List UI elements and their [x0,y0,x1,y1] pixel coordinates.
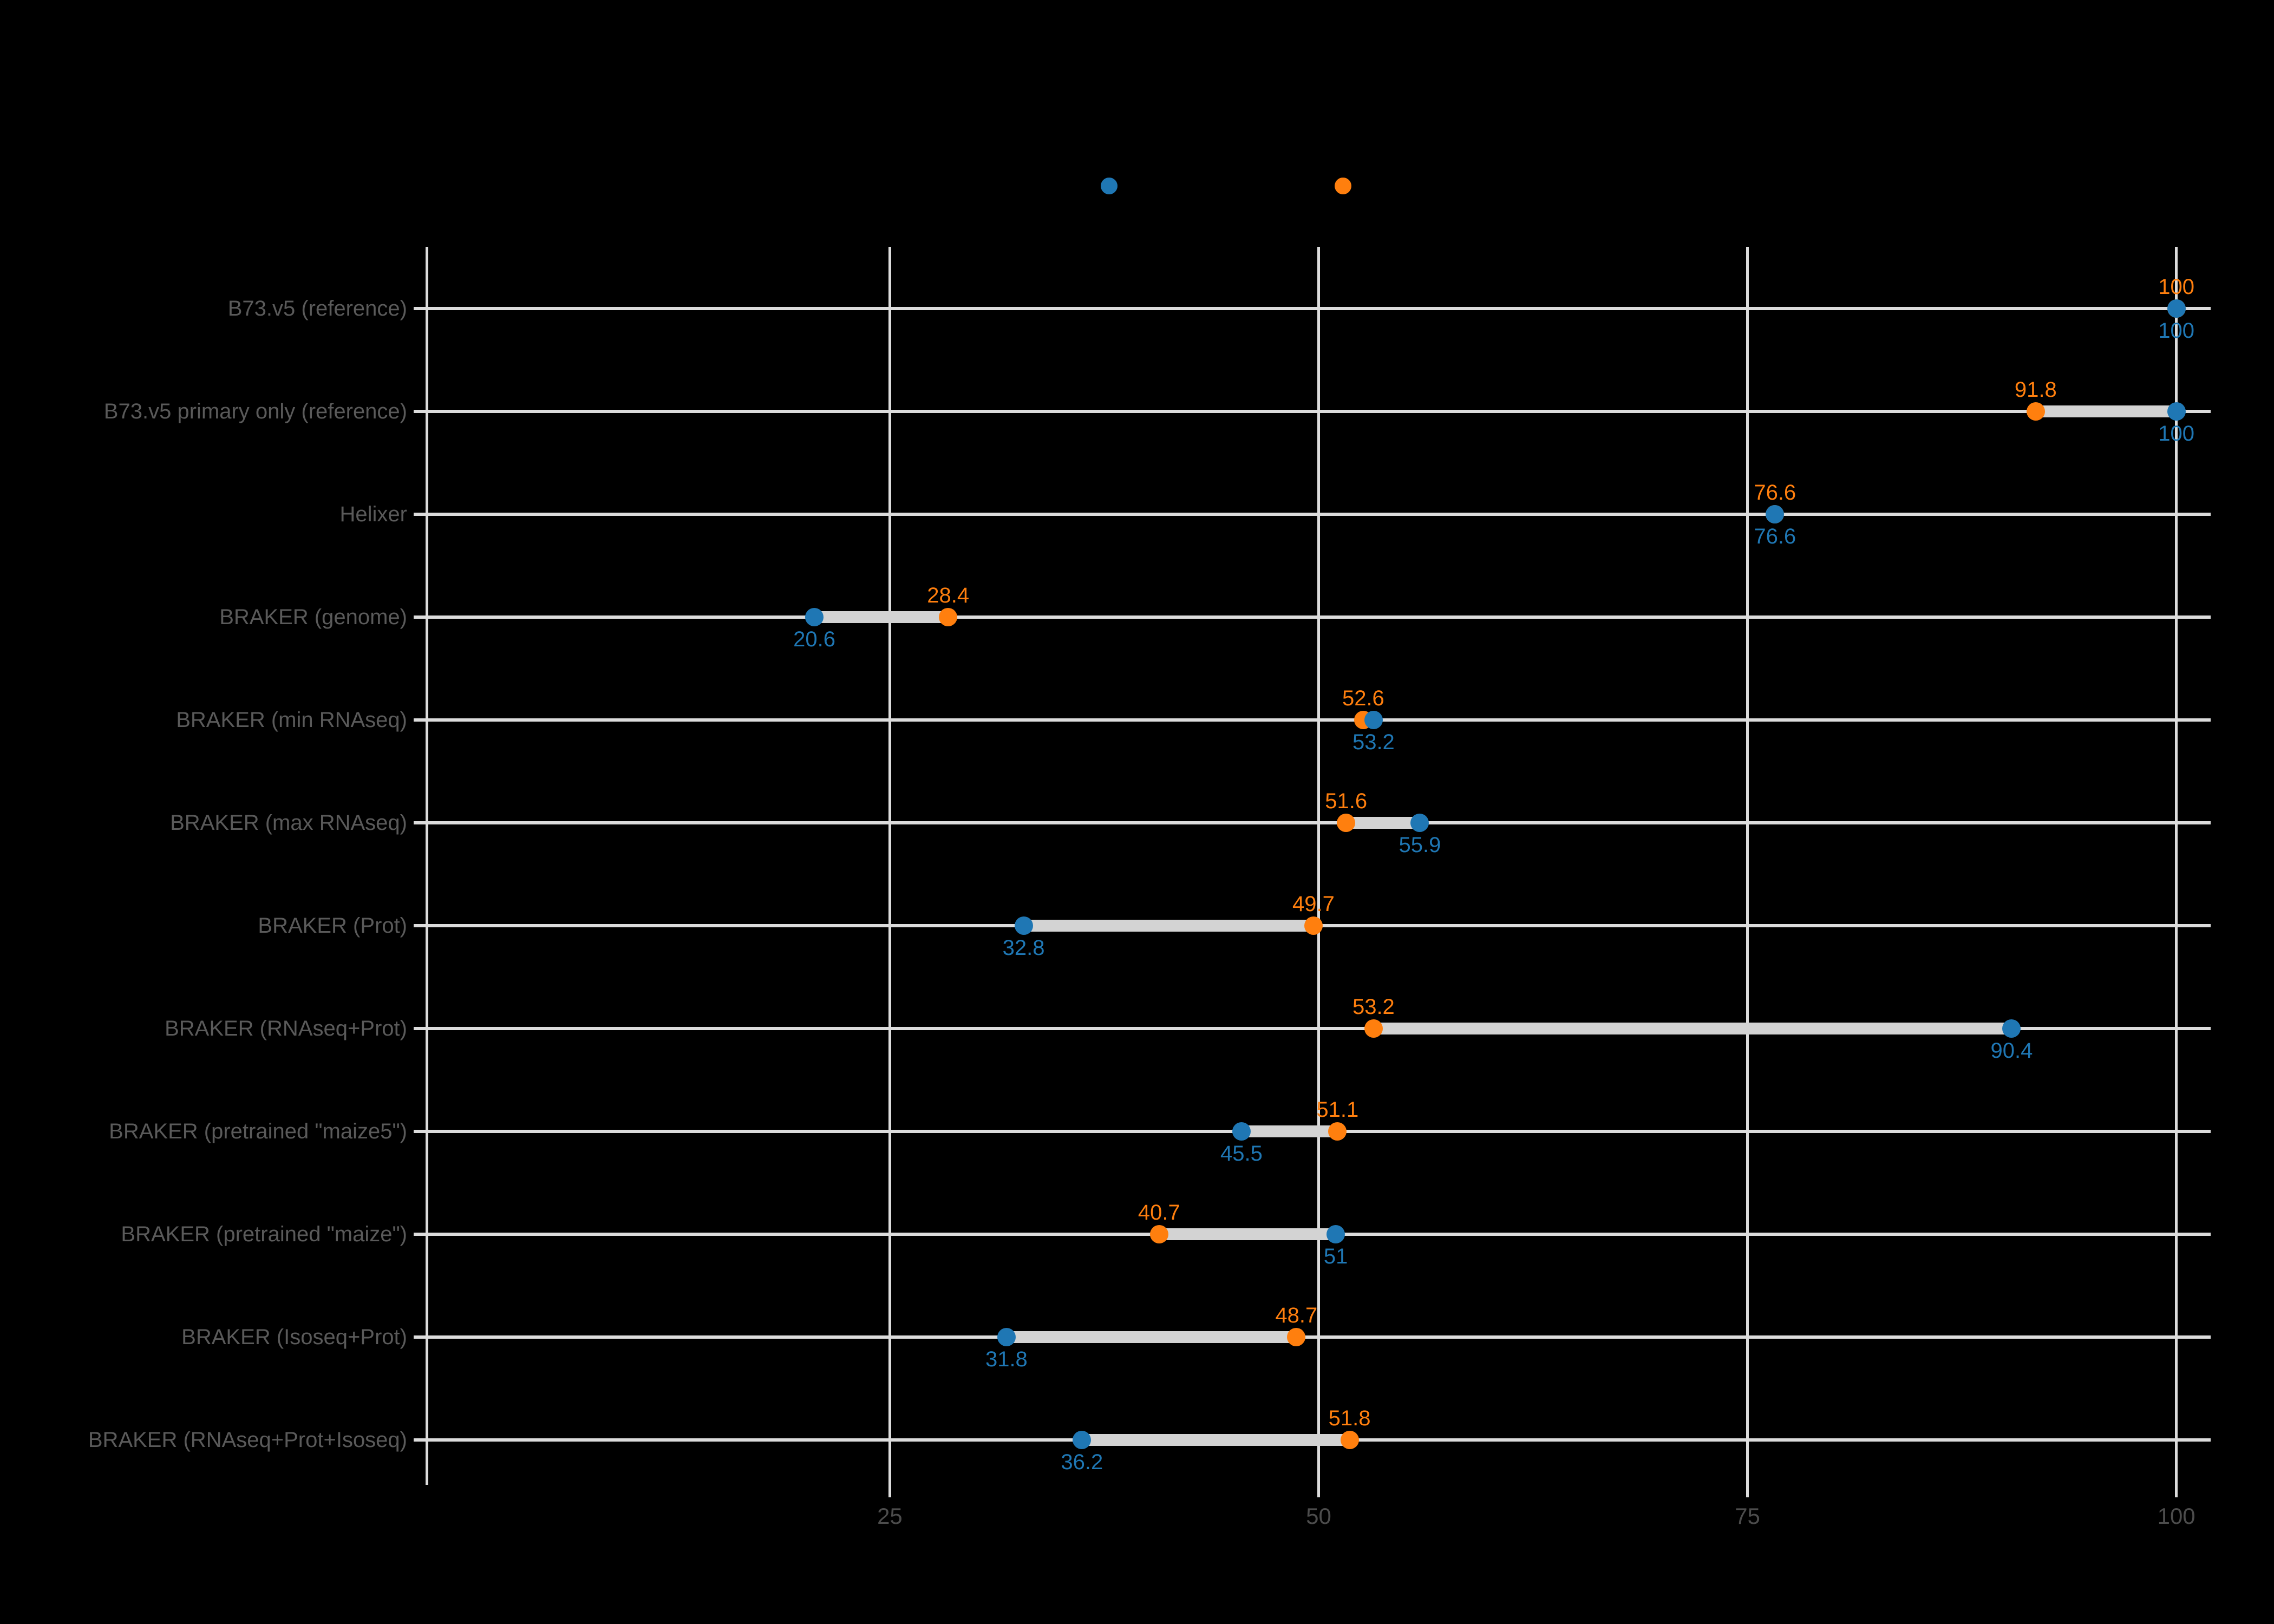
blue-dot [1327,1225,1345,1243]
orange-value-label: 51.6 [1325,789,1368,813]
orange-value-label: 53.2 [1352,995,1395,1019]
orange-value-label: 100 [2158,275,2194,299]
x-tick-label: 25 [877,1503,903,1529]
orange-dot [939,608,958,626]
category-label: BRAKER (Prot) [258,914,407,938]
blue-value-label: 51 [1323,1245,1348,1268]
orange-value-label: 76.6 [1754,481,1796,505]
category-label: BRAKER (Isoseq+Prot) [181,1325,407,1349]
blue-dot [1073,1431,1092,1449]
dumbbell-connector [814,611,949,623]
category-label: B73.v5 primary only (reference) [103,400,407,423]
blue-value-label: 53.2 [1352,730,1395,754]
blue-dot [1364,711,1383,729]
category-label: BRAKER (max RNAseq) [170,811,407,835]
orange-dot [1287,1328,1306,1346]
x-tick-label: 50 [1306,1503,1331,1529]
orange-value-label: 51.1 [1316,1098,1359,1122]
orange-value-label: 91.8 [2014,378,2057,402]
orange-dot [1364,1019,1383,1038]
orange-dot [1149,1225,1168,1243]
orange-value-label: 52.6 [1342,686,1384,710]
blue-value-label: 76.6 [1754,525,1796,548]
dumbbell-connector [2035,405,2177,417]
dumbbell-connector [1159,1228,1336,1240]
orange-dot [1328,1122,1347,1141]
category-label: BRAKER (pretrained "maize") [121,1222,407,1246]
orange-value-label: 48.7 [1275,1304,1318,1327]
blue-value-label: 36.2 [1061,1450,1103,1474]
blue-value-label: 55.9 [1399,833,1441,857]
blue-dot [2167,299,2186,318]
legend-marker-orange [1334,177,1351,194]
blue-value-label: 45.5 [1220,1142,1263,1165]
category-label: BRAKER (genome) [219,605,407,629]
blue-value-label: 100 [2158,422,2194,446]
orange-value-label: 51.8 [1328,1406,1371,1430]
x-gridline [1746,247,1749,1497]
blue-value-label: 100 [2158,319,2194,343]
dumbbell-connector [1241,1125,1338,1137]
blue-dot [1014,916,1033,935]
orange-dot [1304,916,1323,935]
category-label: Helixer [339,502,407,526]
x-gridline [2175,247,2178,1497]
row-gridline [414,1027,2211,1030]
x-tick-label: 100 [2157,1503,2195,1529]
blue-dot [997,1328,1016,1346]
blue-dot [2167,402,2186,421]
orange-dot [2026,402,2045,421]
row-gridline [414,615,2211,619]
blue-dot [1410,814,1429,832]
category-label: BRAKER (RNAseq+Prot+Isoseq) [88,1428,407,1452]
y-axis-line [425,247,428,1485]
orange-value-label: 28.4 [927,584,970,607]
row-gridline [414,307,2211,310]
dumbbell-connector [1373,1023,2012,1034]
blue-value-label: 32.8 [1002,936,1045,960]
x-gridline [888,247,891,1497]
blue-value-label: 90.4 [1990,1039,2033,1063]
x-gridline [1317,247,1320,1497]
blue-dot [1766,505,1785,523]
category-label: BRAKER (RNAseq+Prot) [165,1017,407,1040]
dumbbell-connector [1346,817,1420,829]
row-gridline [414,821,2211,824]
row-gridline [414,1335,2211,1339]
dumbbell-connector [1082,1434,1350,1446]
row-gridline [414,410,2211,413]
category-label: BRAKER (pretrained "maize5") [109,1119,407,1143]
orange-value-label: 40.7 [1138,1201,1180,1224]
row-gridline [414,718,2211,722]
blue-dot [805,608,824,626]
blue-dot [2002,1019,2021,1038]
x-tick-label: 75 [1735,1503,1760,1529]
orange-value-label: 49.7 [1292,892,1335,916]
dumbbell-connector [1023,920,1314,932]
orange-dot [1340,1431,1359,1449]
blue-dot [1232,1122,1251,1141]
row-gridline [414,513,2211,516]
legend-marker-blue [1100,177,1118,194]
category-label: B73.v5 (reference) [227,297,407,320]
blue-value-label: 31.8 [985,1347,1028,1371]
dumbbell-connector [1006,1331,1297,1343]
orange-dot [1337,814,1356,832]
category-label: BRAKER (min RNAseq) [176,708,407,732]
blue-value-label: 20.6 [793,627,835,651]
